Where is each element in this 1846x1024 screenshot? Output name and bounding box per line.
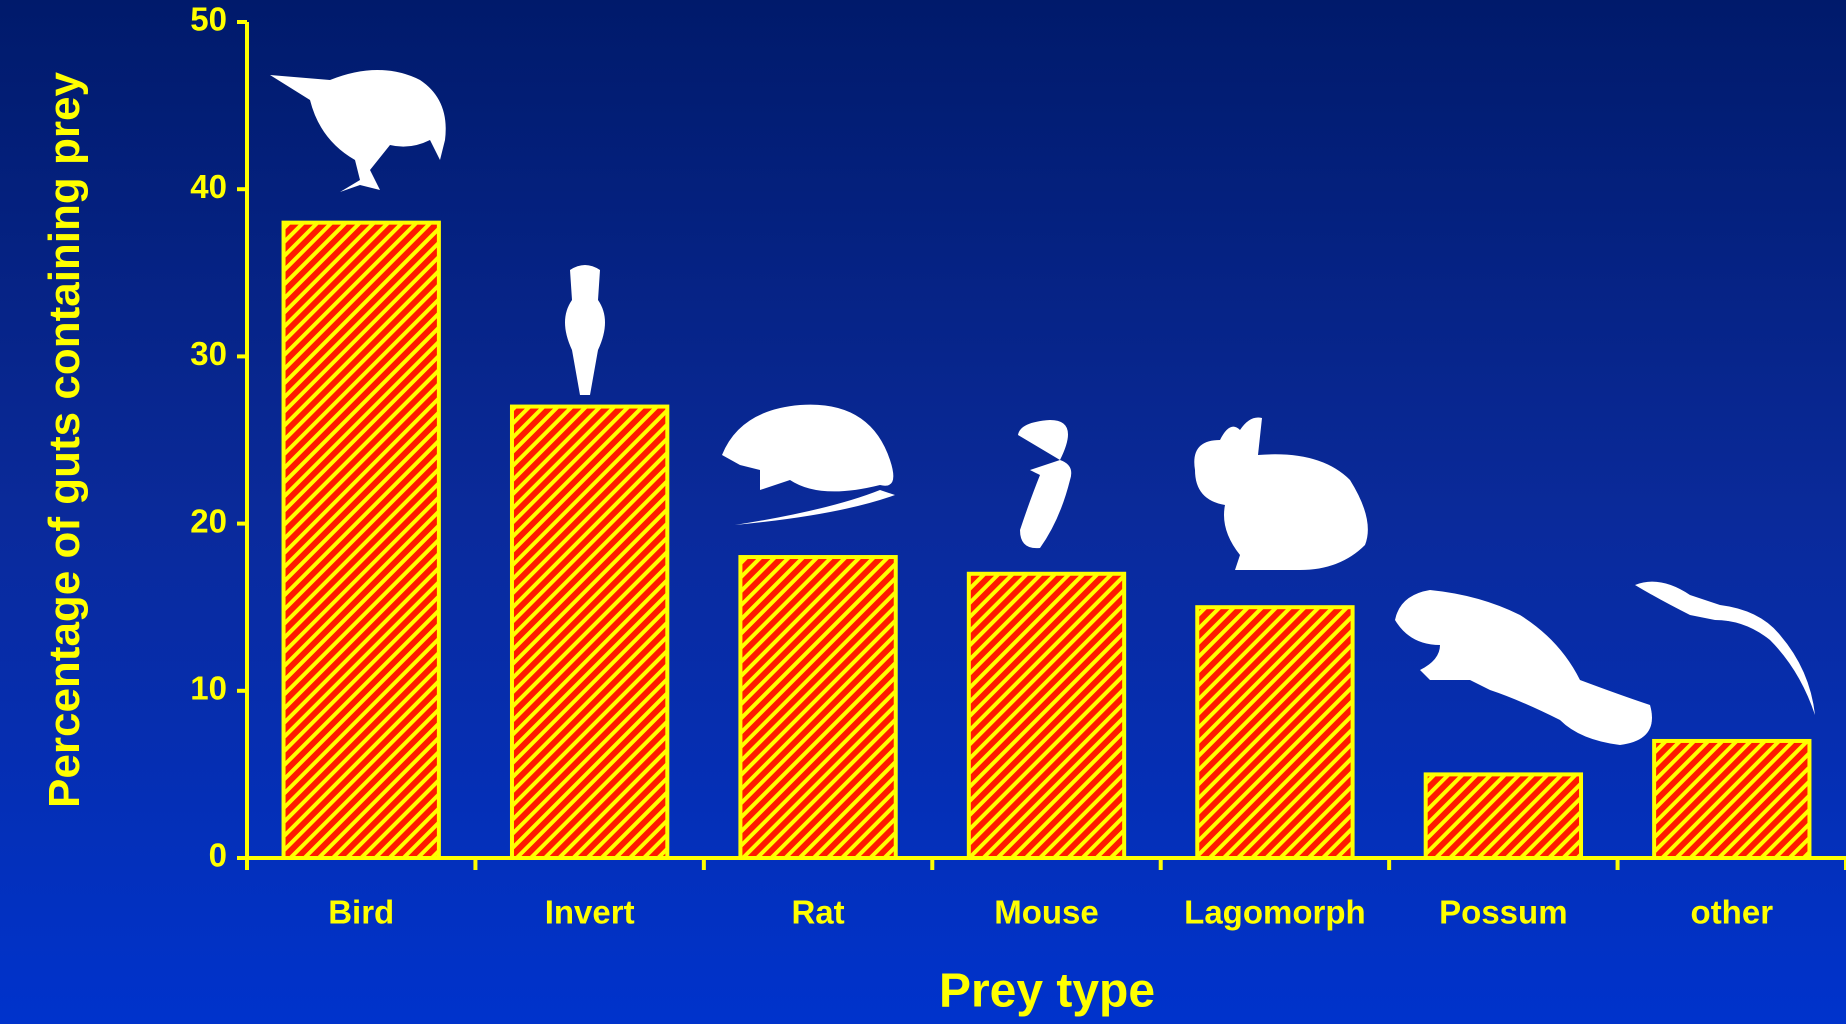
lizard-icon — [1635, 580, 1815, 715]
y-tick-label: 50 — [190, 1, 227, 38]
x-tick-label: Lagomorph — [1184, 894, 1365, 931]
x-tick-label: other — [1691, 894, 1774, 931]
bar — [1197, 607, 1352, 858]
bar — [1426, 774, 1581, 858]
bird-icon — [270, 70, 446, 192]
y-tick-label: 40 — [190, 168, 227, 205]
x-tick-label: Invert — [545, 894, 635, 931]
x-tick-label: Possum — [1439, 894, 1567, 931]
bar — [740, 557, 895, 858]
insect-icon — [560, 235, 610, 395]
possum-icon — [1395, 590, 1652, 745]
bar — [512, 407, 667, 858]
x-tick-label: Rat — [791, 894, 844, 931]
y-tick-label: 20 — [190, 502, 227, 539]
y-tick-label: 30 — [190, 335, 227, 372]
x-tick-label: Bird — [328, 894, 394, 931]
y-tick-label: 0 — [209, 837, 227, 874]
chart-area: Percentage of guts containing prey Prey … — [0, 0, 1846, 1024]
bar — [969, 574, 1124, 858]
rat-icon — [722, 405, 895, 525]
bar — [1654, 741, 1809, 858]
mouse-icon — [1018, 420, 1071, 548]
rabbit-icon — [1194, 418, 1368, 571]
chart: Prey type 0 10 20 30 40 50 Bird Invert Rat Mouse L… — [0, 0, 1846, 1024]
x-tick-label: Mouse — [994, 894, 1099, 931]
bar — [284, 223, 439, 858]
x-axis-label: Prey type — [939, 965, 1155, 1018]
y-tick-label: 10 — [190, 670, 227, 707]
